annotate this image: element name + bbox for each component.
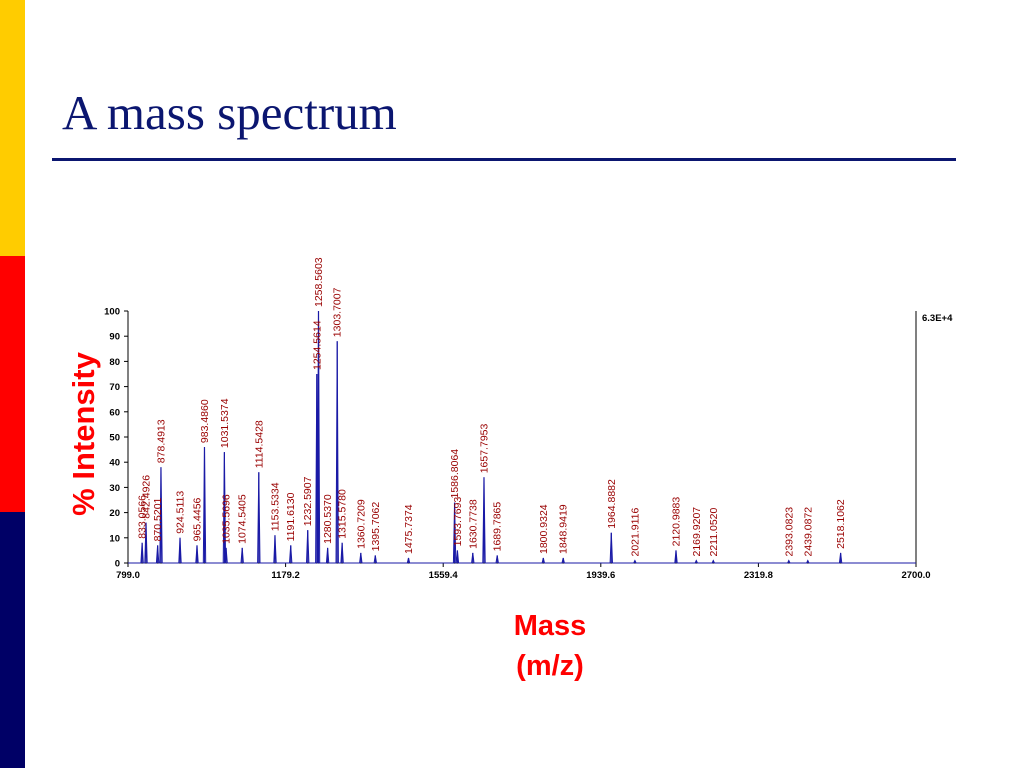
peak-label: 833.0566 xyxy=(137,495,149,539)
peak-label: 1657.7953 xyxy=(479,424,491,474)
peak-label: 1114.5428 xyxy=(253,420,265,468)
peak-label: 1254.5614 xyxy=(311,320,323,370)
peak-label: 1964.8882 xyxy=(606,479,618,529)
peak-label: 924.5113 xyxy=(175,491,187,534)
x-tick-label: 1939.6 xyxy=(586,570,615,581)
peak-label: 965.4456 xyxy=(192,497,204,541)
spectrum-line xyxy=(128,310,916,564)
accent-bar-navy xyxy=(0,512,25,768)
peak-label: 1232.5907 xyxy=(302,476,314,526)
peak-label: 1630.7738 xyxy=(467,499,479,549)
y-tick-label: 90 xyxy=(109,332,120,343)
peak-label: 870.5201 xyxy=(152,497,164,541)
peak-label: 1031.5374 xyxy=(219,398,231,448)
max-intensity-label: 6.3E+4 xyxy=(922,313,953,324)
peak-label: 1360.7209 xyxy=(355,499,367,549)
y-tick-label: 40 xyxy=(109,458,120,469)
peak-label: 1800.9324 xyxy=(538,504,550,554)
peak-label: 878.4913 xyxy=(156,419,168,463)
spectrum-trace xyxy=(128,310,916,564)
y-tick-label: 70 xyxy=(109,382,120,393)
peak-label: 1395.7062 xyxy=(370,502,382,552)
x-tick-label: 799.0 xyxy=(116,570,140,581)
peak-label: 2021.9116 xyxy=(629,507,641,556)
peak-label: 2211.0520 xyxy=(708,507,720,556)
y-tick-label: 10 xyxy=(109,533,120,544)
x-axis-label-unit: (m/z) xyxy=(516,650,584,682)
peak-label: 1593.7693 xyxy=(452,497,464,547)
y-tick-label: 50 xyxy=(109,433,120,444)
peak-label: 842.4926 xyxy=(141,475,153,519)
peak-label: 1303.7007 xyxy=(332,287,344,337)
y-tick-label: 80 xyxy=(109,357,120,368)
peak-label: 2120.9883 xyxy=(671,497,683,547)
y-tick-label: 0 xyxy=(115,559,120,570)
x-tick-label: 1559.4 xyxy=(429,570,459,581)
accent-bar-red xyxy=(0,256,25,512)
peak-label: 1035.5696 xyxy=(221,494,233,544)
y-tick-label: 30 xyxy=(109,483,120,494)
peak-label: 1848.9419 xyxy=(558,504,570,554)
title-rule xyxy=(52,158,956,161)
x-tick-label: 2319.8 xyxy=(744,570,773,581)
peak-label: 1074.5405 xyxy=(237,494,249,544)
peak-label: 1153.5334 xyxy=(270,482,282,531)
peak-label: 983.4860 xyxy=(199,399,211,443)
peak-label: 2439.0872 xyxy=(802,507,814,557)
peak-label: 1258.5603 xyxy=(313,257,325,307)
x-tick-label: 2700.0 xyxy=(901,570,930,581)
peak-label: 2169.9207 xyxy=(691,507,703,557)
peak-label: 2393.0823 xyxy=(783,507,795,557)
peak-label: 1191.6130 xyxy=(285,492,297,541)
y-tick-label: 60 xyxy=(109,407,120,418)
peak-label: 1689.7865 xyxy=(492,502,504,552)
peak-label: 1280.5370 xyxy=(322,494,334,544)
peak-label: 1475.7374 xyxy=(403,504,415,554)
y-tick-label: 100 xyxy=(104,307,120,318)
y-tick-label: 20 xyxy=(109,508,120,519)
peak-label: 1315.5780 xyxy=(337,489,349,539)
accent-bar-yellow xyxy=(0,0,25,256)
slide-title: A mass spectrum xyxy=(62,85,397,140)
x-tick-label: 1179.2 xyxy=(271,570,300,581)
peak-label: 1586.8064 xyxy=(449,449,461,499)
peak-label: 2518.1062 xyxy=(835,499,847,549)
x-axis-label-mass: Mass xyxy=(513,610,587,642)
